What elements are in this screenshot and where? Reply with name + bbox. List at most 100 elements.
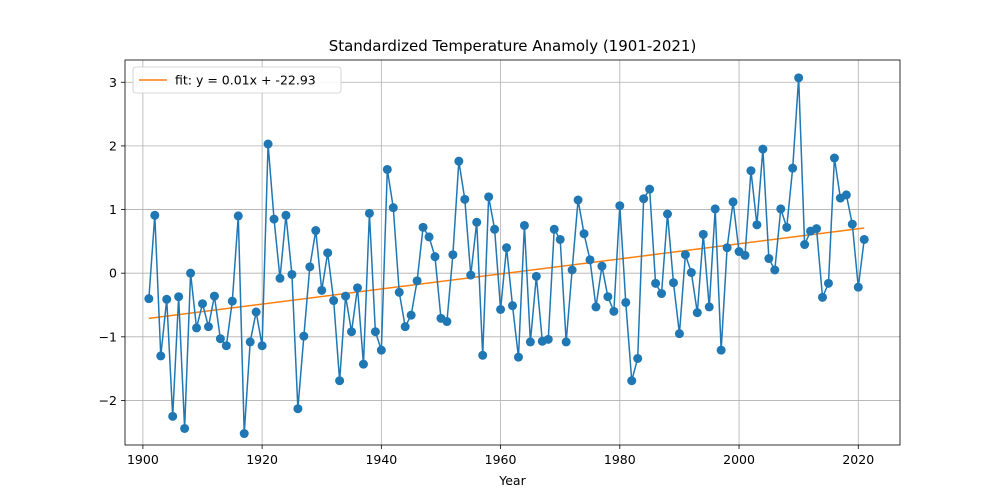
data-point bbox=[418, 222, 428, 232]
data-point bbox=[692, 308, 702, 318]
data-point bbox=[508, 301, 517, 311]
data-point bbox=[698, 229, 708, 239]
data-point bbox=[442, 317, 452, 327]
data-point bbox=[794, 73, 804, 83]
data-point bbox=[209, 291, 219, 301]
data-point bbox=[740, 250, 750, 260]
data-point bbox=[633, 353, 643, 363]
fit-trend-line bbox=[148, 227, 865, 320]
y-tick-label: 0 bbox=[109, 266, 117, 281]
data-point bbox=[299, 331, 309, 341]
data-point bbox=[156, 351, 166, 361]
data-point bbox=[585, 255, 595, 265]
legend-box bbox=[132, 66, 342, 94]
data-point bbox=[555, 234, 565, 244]
data-point bbox=[394, 287, 404, 297]
data-point bbox=[430, 252, 440, 262]
data-point bbox=[519, 220, 529, 230]
data-point bbox=[639, 194, 649, 204]
data-point bbox=[686, 268, 696, 278]
data-point bbox=[215, 334, 225, 344]
data-point bbox=[645, 184, 655, 194]
data-point bbox=[162, 294, 172, 304]
data-point bbox=[221, 341, 231, 351]
data-point bbox=[424, 232, 434, 242]
data-point bbox=[233, 211, 243, 221]
data-point bbox=[347, 327, 357, 337]
data-point bbox=[752, 220, 762, 230]
data-point bbox=[281, 210, 291, 220]
data-point bbox=[782, 222, 792, 232]
data-point bbox=[776, 204, 786, 214]
data-point bbox=[525, 337, 535, 347]
data-point bbox=[484, 192, 494, 202]
legend-fit-label: fit: y = 0.01x + -22.93 bbox=[175, 73, 316, 88]
data-point bbox=[513, 352, 523, 362]
data-point bbox=[561, 337, 571, 347]
y-tick-label: 3 bbox=[109, 75, 117, 90]
data-point bbox=[609, 306, 619, 316]
data-point bbox=[364, 208, 374, 218]
data-point bbox=[245, 337, 255, 347]
data-point bbox=[358, 359, 368, 369]
x-tick-label: 1960 bbox=[485, 452, 517, 467]
data-point bbox=[466, 270, 476, 280]
data-point bbox=[478, 350, 488, 360]
data-point bbox=[841, 190, 851, 200]
data-point bbox=[812, 224, 822, 234]
data-point bbox=[341, 291, 351, 301]
data-point bbox=[317, 285, 327, 295]
x-tick-label: 1980 bbox=[604, 452, 636, 467]
data-point bbox=[382, 164, 392, 174]
data-point bbox=[192, 323, 202, 333]
chart-title: Standardized Temperature Anamoly (1901-2… bbox=[329, 37, 697, 55]
data-point bbox=[531, 271, 541, 281]
data-point bbox=[370, 327, 380, 337]
data-point bbox=[853, 282, 863, 292]
data-point bbox=[770, 265, 780, 275]
x-axis-label: Year bbox=[498, 473, 526, 488]
data-point bbox=[263, 139, 273, 149]
data-point bbox=[180, 423, 190, 433]
data-point bbox=[454, 156, 464, 166]
data-point bbox=[496, 304, 506, 314]
data-point bbox=[567, 265, 577, 275]
x-tick-label: 2000 bbox=[723, 452, 755, 467]
data-point bbox=[448, 250, 458, 260]
data-point bbox=[829, 153, 839, 163]
data-point bbox=[800, 240, 810, 250]
y-tick-label: −2 bbox=[99, 393, 117, 408]
data-point bbox=[788, 163, 798, 173]
data-point bbox=[674, 329, 684, 339]
plot-frame bbox=[124, 59, 901, 446]
data-point bbox=[668, 278, 678, 288]
data-point bbox=[388, 203, 398, 213]
y-tick-label: 2 bbox=[109, 138, 117, 153]
x-tick-label: 1900 bbox=[127, 452, 159, 467]
data-point bbox=[323, 248, 333, 258]
data-point bbox=[203, 322, 213, 332]
y-tick-label: 1 bbox=[109, 202, 117, 217]
data-series bbox=[144, 73, 869, 439]
fit-line bbox=[148, 227, 865, 320]
data-point bbox=[305, 262, 315, 272]
data-point bbox=[764, 254, 774, 264]
data-point bbox=[758, 144, 768, 154]
data-point bbox=[311, 226, 321, 236]
data-point bbox=[549, 224, 559, 234]
data-point bbox=[704, 302, 714, 312]
data-point bbox=[543, 334, 553, 344]
data-point bbox=[597, 261, 607, 271]
data-point bbox=[627, 376, 637, 386]
data-point bbox=[150, 210, 160, 220]
data-point bbox=[353, 283, 362, 293]
data-point bbox=[174, 292, 184, 302]
data-point bbox=[663, 209, 672, 219]
data-point bbox=[603, 292, 613, 302]
data-point bbox=[651, 278, 661, 288]
data-point bbox=[591, 302, 601, 312]
data-point bbox=[257, 341, 267, 351]
data-point bbox=[186, 268, 196, 278]
data-point bbox=[818, 292, 827, 302]
